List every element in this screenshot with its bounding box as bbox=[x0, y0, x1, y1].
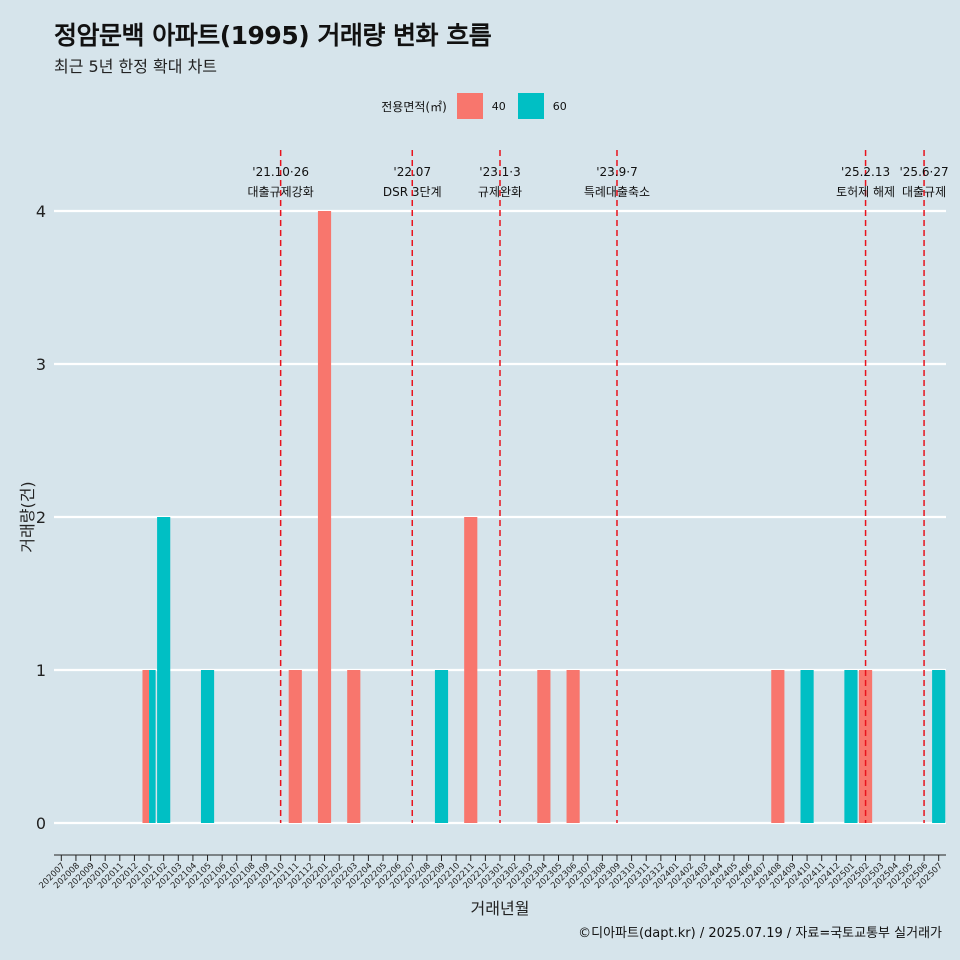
policy-label-202502: 토허제 해제 bbox=[836, 185, 895, 199]
y-tick-label: 3 bbox=[36, 355, 46, 374]
bar-40-202502 bbox=[858, 670, 873, 823]
chart-subtitle: 최근 5년 한정 확대 차트 bbox=[54, 57, 218, 76]
bar-60-202501 bbox=[844, 670, 858, 823]
legend-label-60: 60 bbox=[552, 99, 567, 113]
policy-date-202301: '23.1·3 bbox=[479, 165, 520, 179]
bar-40-202111 bbox=[288, 670, 302, 823]
y-tick-label: 0 bbox=[36, 814, 46, 833]
policy-label-202110: 대출규제강화 bbox=[248, 185, 314, 199]
bar-60-202209 bbox=[434, 670, 449, 823]
bar-40-202201 bbox=[317, 211, 332, 823]
legend-item-40: 40 bbox=[456, 93, 506, 119]
y-tick-label: 4 bbox=[36, 202, 46, 221]
policy-label-202506: 대출규제 bbox=[902, 185, 946, 199]
policy-date-202207: '22.07 bbox=[393, 165, 431, 179]
bar-60-202410 bbox=[800, 670, 814, 823]
policy-date-202502: '25.2.13 bbox=[841, 165, 890, 179]
bar-60-202507 bbox=[932, 670, 946, 823]
legend-swatch-60 bbox=[517, 93, 544, 119]
legend: 전용면적(㎡) 40 60 bbox=[0, 93, 960, 119]
x-axis-title: 거래년월 bbox=[471, 899, 530, 918]
y-axis-title: 거래량(건) bbox=[18, 481, 37, 552]
source-credit: ©디아파트(dapt.kr) / 2025.07.19 / 자료=국토교통부 실… bbox=[578, 926, 942, 941]
chart-title: 정암문백 아파트(1995) 거래량 변화 흐름 bbox=[54, 21, 492, 50]
bar-40-202306 bbox=[566, 670, 580, 823]
bar-40-202304 bbox=[537, 670, 551, 823]
legend-title: 전용면적(㎡) bbox=[381, 99, 447, 114]
policy-label-202309: 특례대출축소 bbox=[584, 185, 650, 199]
policy-date-202110: '21.10·26 bbox=[252, 165, 309, 179]
policy-label-202301: 규제완화 bbox=[478, 185, 522, 199]
policy-label-202207: DSR 3단계 bbox=[383, 185, 442, 199]
bar-40-202211 bbox=[464, 517, 478, 823]
policy-date-202309: '23.9·7 bbox=[596, 165, 637, 179]
bar-60-202101 bbox=[149, 670, 156, 823]
legend-swatch-40 bbox=[456, 93, 483, 119]
y-tick-label: 1 bbox=[36, 661, 46, 680]
bar-60-202105 bbox=[200, 670, 215, 823]
bar-40-202203 bbox=[347, 670, 361, 823]
bar-40-202101 bbox=[142, 670, 150, 823]
policy-date-202506: '25.6·27 bbox=[900, 165, 949, 179]
bar-60-202102 bbox=[157, 517, 171, 823]
legend-item-60: 60 bbox=[517, 93, 567, 119]
y-tick-label: 2 bbox=[36, 508, 46, 527]
bar-40-202408 bbox=[771, 670, 785, 823]
legend-label-40: 40 bbox=[491, 99, 506, 113]
